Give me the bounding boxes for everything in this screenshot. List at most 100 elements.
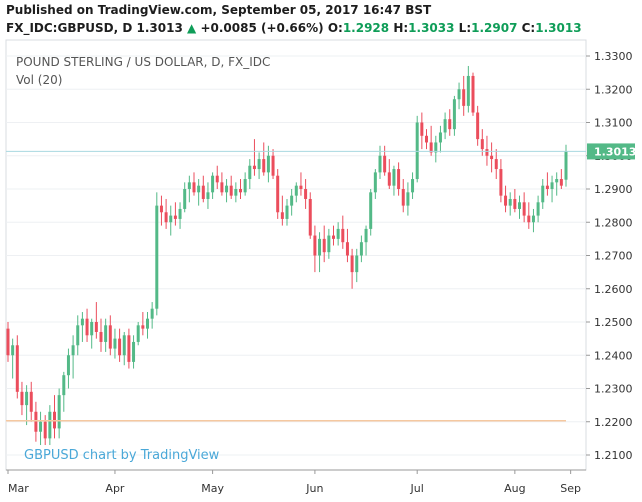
candle-body [197,185,201,193]
candle [457,82,461,110]
candle-body [34,411,38,432]
candle-body [485,149,489,156]
candle [350,248,354,289]
candle-body [490,155,494,160]
candle [113,328,117,359]
candle-body [406,192,410,206]
y-tick-label: 1.2500 [594,316,633,329]
candle [141,312,145,336]
candle-body [239,189,242,193]
candle-body [401,189,405,206]
chart-legend-title: POUND STERLING / US DOLLAR, D, FX_IDC [16,55,270,69]
candle-body [425,135,428,143]
last-price-tag-label: 1.3013 [594,145,636,158]
candle [6,322,10,362]
candle [229,175,233,199]
candle [234,182,238,203]
candle [471,72,475,116]
candle [294,182,298,203]
candle-body [452,99,456,130]
candle-body [76,325,80,346]
candle-body [90,322,94,336]
candle [66,348,70,389]
candle-body [262,159,266,173]
candle-body [373,172,377,193]
candle [243,172,247,196]
close-value: 1.3013 [535,21,582,35]
y-axis: 1.33001.32001.31001.30001.29001.28001.27… [586,50,633,462]
x-tick-label: May [201,482,224,495]
candle-body [108,325,112,349]
candle [332,225,335,246]
candle [262,142,266,176]
symbol-label: FX_IDC:GBPUSD, D [6,21,133,35]
open-label: O: [327,21,343,35]
candle [485,135,489,166]
last-price-tag [587,143,635,160]
candle [150,302,154,329]
y-tick-label: 1.2200 [594,416,633,429]
candle-body [39,421,43,432]
candle [99,318,103,352]
candle-body [215,175,219,183]
candle-body [164,212,168,223]
candle [299,172,303,196]
candle [192,172,196,196]
candle [425,129,428,150]
candle [531,208,535,233]
candle-body [257,159,261,170]
candle-body [378,155,382,173]
candle-body [62,375,66,396]
candle [341,215,345,249]
candle [406,182,410,216]
candle-body [178,208,182,219]
candle [94,302,98,339]
candle-body [420,122,424,136]
candle-body [136,325,140,342]
candle [383,145,387,176]
candle-body [448,119,452,130]
candle [373,169,377,199]
candle [71,335,75,379]
candle [522,192,526,223]
candle [85,308,89,342]
candle-body [85,318,89,336]
candle [559,169,563,189]
candle [387,159,391,189]
candle [211,172,215,199]
watermark-text: GBPUSD chart by TradingView [24,448,220,463]
candle-body [364,228,368,243]
open-value: 1.2928 [342,21,390,35]
ohlc-line: FX_IDC:GBPUSD, D 1.3013 ▲ +0.0085 (+0.66… [6,21,582,35]
candle [411,172,415,199]
candle-body [29,391,33,412]
candle [271,149,275,180]
candle-body [518,202,521,209]
candle-body [359,242,363,256]
candle-body [211,175,215,193]
candle-body [355,255,359,273]
candle-body [285,205,289,219]
candle [448,109,452,136]
candle [429,125,433,156]
candle-body [48,411,52,439]
candle [452,95,456,136]
candle [443,112,447,140]
candle-body [206,192,210,199]
candle-body [150,308,154,319]
candle-body [80,318,84,326]
change-value: +0.0085 (+0.66%) [200,21,324,35]
candle-body [480,139,484,150]
candle [466,65,470,113]
candle [25,385,29,426]
candle-body [313,235,317,256]
low-value: 1.2907 [471,21,518,35]
candle [518,195,521,219]
candle [434,135,438,163]
y-tick-label: 1.2300 [594,383,633,396]
candle [369,189,373,236]
candle-body [15,345,19,392]
candle [536,195,540,223]
candle-body [183,189,187,209]
